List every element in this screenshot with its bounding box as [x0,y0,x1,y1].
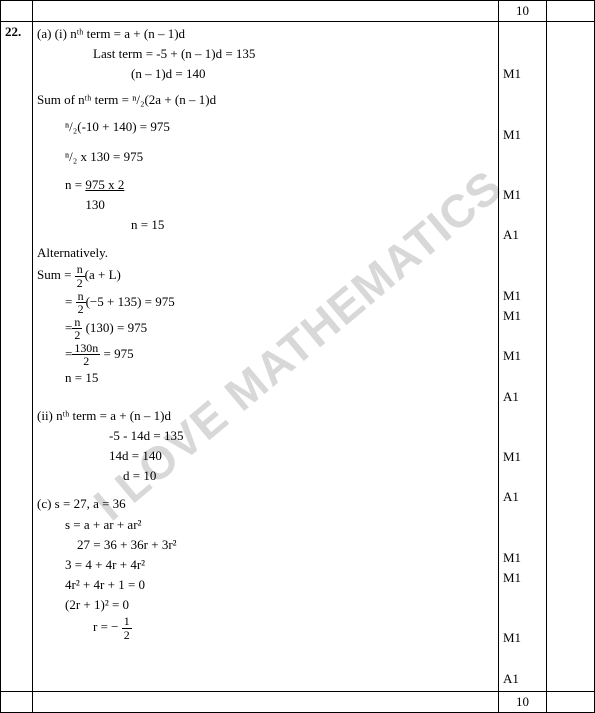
mark: M1 [503,628,542,648]
question-number: 22. [1,22,33,692]
cell-blank [33,1,499,22]
cell-blank [33,691,499,712]
line: s = a + ar + ar² [37,515,494,535]
line: = n2(−5 + 135) = 975 [37,290,494,316]
mark: M1 [503,346,542,366]
line: n = 15 [37,215,494,235]
mark: M1 [503,568,542,588]
line: =n2 (130) = 975 [37,316,494,342]
cell-blank [547,691,595,712]
cell-blank [547,22,595,692]
line: Sum of nᵗʰ term = ⁿ/₂(2a + (n – 1)d [37,90,494,110]
line: (c) s = 27, a = 36 [37,494,494,514]
mark: M1 [503,125,542,145]
cell-blank [1,691,33,712]
line: 14d = 140 [37,446,494,466]
line: 3 = 4 + 4r + 4r² [37,555,494,575]
marks-column: M1 M1 M1 A1 M1 M1 M1 A1 M1 A1 [499,22,547,692]
mark: M1 [503,185,542,205]
line: n = 975 x 2130 [37,175,494,215]
line: n = 15 [37,368,494,388]
line: (2r + 1)² = 0 [37,595,494,615]
marking-table: 10 22. (a) (i) nᵗʰ term = a + (n – 1)d L… [0,0,595,713]
line: 27 = 36 + 36r + 3r² [37,535,494,555]
line: d = 10 [37,466,494,486]
line: (n – 1)d = 140 [37,64,494,84]
mark: A1 [503,225,542,245]
line: r = − 12 [37,615,494,641]
cell-blank [547,1,595,22]
mark: A1 [503,487,542,507]
top-total: 10 [499,1,547,22]
mark: M1 [503,286,542,306]
line: (a) (i) nᵗʰ term = a + (n – 1)d [37,24,494,44]
mark: M1 [503,447,542,467]
line: -5 - 14d = 135 [37,426,494,446]
line: (ii) nᵗʰ term = a + (n – 1)d [37,406,494,426]
line: =130n2 = 975 [37,342,494,368]
mark: A1 [503,387,542,407]
line: Last term = -5 + (n – 1)d = 135 [37,44,494,64]
mark: M1 [503,548,542,568]
mark: M1 [503,64,542,84]
line: 4r² + 4r + 1 = 0 [37,575,494,595]
mark: A1 [503,669,542,689]
line: Sum = n2(a + L) [37,263,494,289]
line: Alternatively. [37,243,494,263]
bottom-total: 10 [499,691,547,712]
answer-body: (a) (i) nᵗʰ term = a + (n – 1)d Last ter… [33,22,499,692]
mark: M1 [503,306,542,326]
line: ⁿ/₂ x 130 = 975 [37,147,494,167]
line: ⁿ/₂(-10 + 140) = 975 [37,117,494,137]
cell-blank [1,1,33,22]
